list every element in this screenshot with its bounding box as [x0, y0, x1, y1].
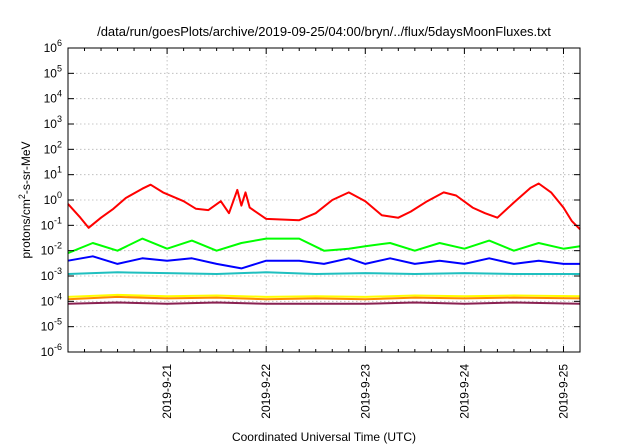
- cyan-flux-line: [67, 271, 580, 275]
- y-tick-label: 101: [44, 165, 62, 182]
- y-tick-label: 10-1: [41, 215, 62, 232]
- y-tick-label: 10-4: [41, 291, 62, 308]
- green-flux-line: [67, 237, 581, 255]
- y-tick-label: 10-6: [41, 342, 62, 359]
- grid-lines: [68, 48, 580, 352]
- y-tick-label: 105: [44, 63, 62, 80]
- x-tick-label: 2019-9-24: [457, 364, 471, 419]
- y-tick-label: 100: [44, 190, 62, 207]
- y-tick-label: 10-3: [41, 266, 62, 283]
- x-tick-label: 2019-9-25: [556, 364, 570, 419]
- y-tick-labels: 10-6 10-5 10-4 10-3 10-2 10-1 100 101 102 103 104 1…: [41, 38, 62, 359]
- y-tick-label: 103: [44, 114, 62, 131]
- red-flux-line: [67, 182, 581, 231]
- y-tick-label: 10-5: [41, 317, 62, 334]
- chart-title: /data/run/goesPlots/archive/2019-09-25/0…: [97, 24, 551, 39]
- x-tick-labels: 2019-9-21 2019-9-22 2019-9-23 2019-9-24 2019…: [160, 364, 570, 419]
- x-tick-label: 2019-9-22: [259, 364, 273, 419]
- y-tick-label: 102: [44, 139, 62, 156]
- y-tick-label: 10-2: [41, 241, 62, 258]
- x-tick-label: 2019-9-23: [358, 364, 372, 419]
- axis-ticks: [68, 47, 580, 353]
- y-tick-label: 104: [44, 89, 62, 106]
- purple-flux-line: [67, 301, 581, 305]
- series-group: [67, 182, 581, 305]
- x-axis-label: Coordinated Universal Time (UTC): [232, 430, 416, 444]
- y-axis-label: protons/cm2-s-sr-MeV: [17, 141, 33, 258]
- blue-flux-line: [67, 255, 580, 270]
- orange-flux-line: [67, 295, 581, 301]
- yellow-flux-line: [67, 293, 581, 298]
- y-tick-label: 106: [44, 38, 62, 55]
- x-tick-label: 2019-9-21: [160, 364, 174, 419]
